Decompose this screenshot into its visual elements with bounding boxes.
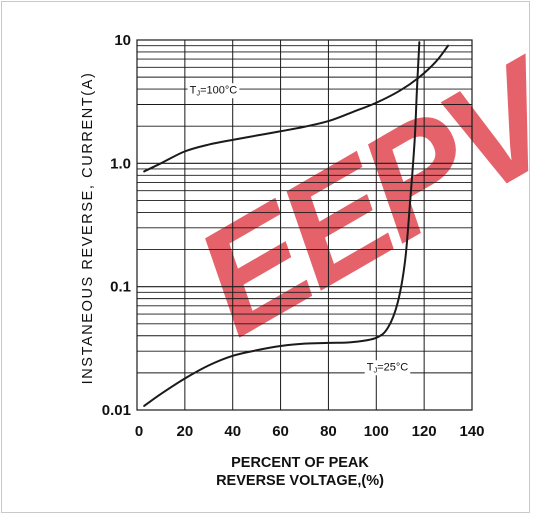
y-axis-title: INSTANEOUS REVERSE, CURRENT(A): [80, 72, 96, 385]
x-tick-label: 60: [272, 423, 289, 440]
watermark-logo: EEPV: [169, 25, 533, 367]
series-curve-tj-25c: [143, 41, 421, 407]
watermark-text: EEPV: [169, 25, 533, 367]
y-tick-label: 1.0: [110, 155, 131, 172]
x-tick-label: 120: [412, 423, 437, 440]
x-tick-label: 20: [177, 423, 194, 440]
y-tick-label: 0.01: [102, 402, 131, 419]
plot-area-border: [136, 39, 473, 411]
y-tick-label: 10: [114, 32, 131, 49]
x-tick-label: 140: [459, 423, 484, 440]
x-tick-label: 0: [135, 423, 143, 440]
series-layer: [143, 41, 450, 407]
curve-label-tj-100c: TJ=100°C: [190, 84, 238, 97]
x-tick-label: 100: [364, 423, 389, 440]
curve-label-background: [187, 83, 240, 99]
x-tick-labels: 0 20 40 60 80 100 120 140: [135, 423, 485, 440]
series-curve-tj-100c: [143, 44, 450, 173]
curve-label-background: [364, 360, 411, 376]
x-axis-title-line2: REVERSE VOLTAGE,(%): [216, 473, 384, 489]
x-tick-label: 80: [320, 423, 337, 440]
y-tick-labels: 0.01 0.1 1.0 10: [102, 32, 131, 419]
x-axis-title-line1: PERCENT OF PEAK: [231, 455, 369, 471]
curve-label-tj-25c: TJ=25°C: [367, 361, 409, 374]
grid: [137, 40, 472, 410]
labels-layer: TJ=100°C TJ=25°C: [187, 83, 411, 376]
x-tick-label: 40: [224, 423, 241, 440]
y-tick-label: 0.1: [110, 279, 131, 296]
